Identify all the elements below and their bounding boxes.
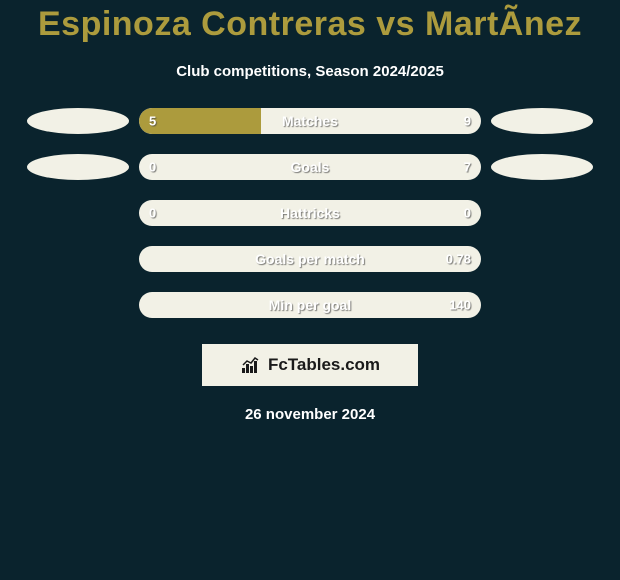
stat-right-value: 140 bbox=[449, 297, 471, 312]
date-label: 26 november 2024 bbox=[245, 406, 375, 423]
branding-chart-icon bbox=[240, 356, 262, 374]
player2-ellipse bbox=[491, 154, 593, 180]
stat-left-value: 0 bbox=[149, 205, 156, 220]
stat-row: Goals per match 0.78 bbox=[0, 246, 620, 272]
stat-bar: Goals per match 0.78 bbox=[139, 246, 481, 272]
stat-label: Goals per match bbox=[255, 251, 365, 267]
page-title: Espinoza Contreras vs MartÃ­nez bbox=[38, 4, 582, 45]
stat-bar: Min per goal 140 bbox=[139, 292, 481, 318]
stat-bar-left-fill bbox=[139, 108, 261, 134]
stat-row: 5 Matches 9 bbox=[0, 108, 620, 134]
stat-bar: 0 Hattricks 0 bbox=[139, 200, 481, 226]
stat-label: Hattricks bbox=[280, 205, 340, 221]
stat-rows: 5 Matches 9 0 Goals 7 0 Hattricks 0 Goals per mat… bbox=[0, 108, 620, 318]
branding-badge: FcTables.com bbox=[202, 344, 418, 386]
stat-row: 0 Hattricks 0 bbox=[0, 200, 620, 226]
stat-right-value: 0.78 bbox=[446, 251, 471, 266]
stat-row: Min per goal 140 bbox=[0, 292, 620, 318]
stat-right-value: 9 bbox=[464, 113, 471, 128]
stat-left-value: 5 bbox=[149, 113, 156, 128]
stat-bar: 5 Matches 9 bbox=[139, 108, 481, 134]
stat-label: Min per goal bbox=[269, 297, 351, 313]
stat-label: Matches bbox=[282, 113, 338, 129]
branding-text: FcTables.com bbox=[268, 355, 380, 375]
comparison-widget: Espinoza Contreras vs MartÃ­nez Club com… bbox=[0, 0, 620, 580]
page-subtitle: Club competitions, Season 2024/2025 bbox=[176, 63, 444, 80]
player2-ellipse bbox=[491, 108, 593, 134]
stat-right-value: 7 bbox=[464, 159, 471, 174]
player1-ellipse bbox=[27, 154, 129, 180]
stat-label: Goals bbox=[291, 159, 330, 175]
player1-ellipse bbox=[27, 108, 129, 134]
stat-bar: 0 Goals 7 bbox=[139, 154, 481, 180]
stat-right-value: 0 bbox=[464, 205, 471, 220]
stat-left-value: 0 bbox=[149, 159, 156, 174]
stat-row: 0 Goals 7 bbox=[0, 154, 620, 180]
